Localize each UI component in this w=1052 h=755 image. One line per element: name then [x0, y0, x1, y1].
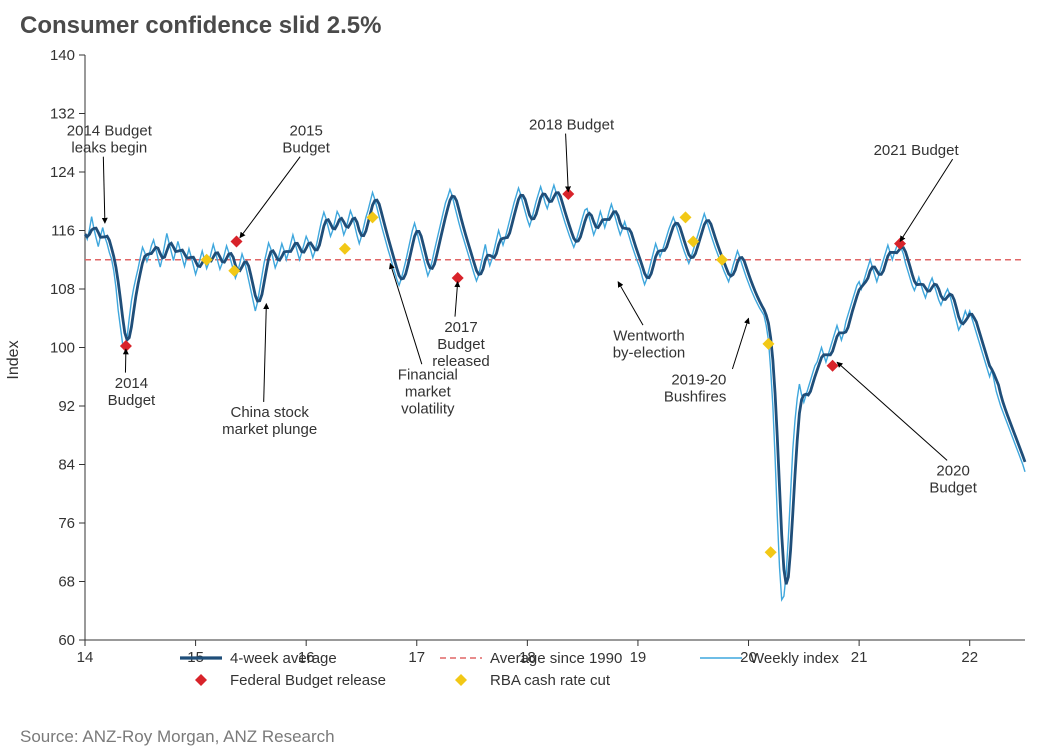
svg-text:84: 84 [58, 457, 75, 474]
svg-text:Bushfires: Bushfires [664, 388, 727, 405]
svg-text:116: 116 [51, 223, 75, 240]
svg-text:Budget: Budget [929, 480, 977, 497]
svg-text:market plunge: market plunge [222, 421, 317, 438]
marker-diamond [827, 360, 839, 372]
annotation: 2020Budget [837, 362, 978, 497]
svg-text:Budget: Budget [108, 392, 156, 409]
svg-text:market: market [405, 383, 452, 400]
svg-text:Budget: Budget [437, 336, 485, 353]
svg-text:124: 124 [50, 164, 75, 181]
y-axis-label: Index [5, 340, 23, 379]
svg-text:140: 140 [50, 47, 75, 64]
annotation: 2018 Budget [529, 117, 615, 192]
annotation: 2014 Budgetleaks begin [67, 123, 153, 223]
svg-text:2021 Budget: 2021 Budget [874, 142, 960, 159]
svg-text:2017: 2017 [444, 319, 477, 336]
svg-text:19: 19 [630, 649, 647, 666]
annotation: 2017Budgetreleased [432, 282, 490, 370]
annotation: 2021 Budget [874, 142, 960, 241]
annotation: 2015Budget [240, 123, 331, 238]
weekly-index-line [85, 185, 1025, 600]
svg-text:14: 14 [77, 649, 94, 666]
marker-diamond [339, 243, 351, 255]
svg-text:Average since 1990: Average since 1990 [490, 650, 622, 667]
svg-text:volatility: volatility [401, 400, 455, 417]
svg-text:2018 Budget: 2018 Budget [529, 117, 615, 134]
annotation: Wentworthby-election [613, 282, 686, 362]
svg-text:Weekly index: Weekly index [750, 650, 839, 667]
svg-text:2015: 2015 [289, 123, 322, 140]
svg-text:2019-20: 2019-20 [671, 371, 726, 388]
svg-text:2014 Budget: 2014 Budget [67, 123, 153, 140]
marker-diamond [679, 211, 691, 223]
svg-text:22: 22 [961, 649, 978, 666]
svg-text:2014: 2014 [115, 375, 148, 392]
svg-text:100: 100 [50, 340, 75, 357]
svg-text:60: 60 [58, 632, 75, 649]
marker-diamond [765, 546, 777, 558]
source-caption: Source: ANZ-Roy Morgan, ANZ Research [20, 727, 335, 747]
svg-text:21: 21 [851, 649, 868, 666]
four-week-avg-line [85, 193, 1025, 585]
annotation: China stockmarket plunge [222, 304, 317, 439]
svg-text:108: 108 [50, 281, 75, 298]
svg-text:by-election: by-election [613, 344, 686, 361]
annotation: 2014Budget [108, 349, 156, 409]
svg-text:4-week average: 4-week average [230, 650, 337, 667]
chart-title: Consumer confidence slid 2.5% [20, 12, 381, 40]
svg-text:Wentworth: Wentworth [613, 327, 684, 344]
svg-text:Budget: Budget [282, 140, 330, 157]
svg-text:17: 17 [408, 649, 425, 666]
svg-text:RBA cash rate cut: RBA cash rate cut [490, 672, 611, 689]
svg-text:Federal Budget release: Federal Budget release [230, 672, 386, 689]
svg-text:132: 132 [50, 106, 75, 123]
svg-text:76: 76 [58, 515, 75, 532]
consumer-confidence-chart: 6068768492100108116124132140141516171819… [0, 0, 1052, 720]
svg-text:92: 92 [58, 398, 75, 415]
svg-text:leaks begin: leaks begin [71, 140, 147, 157]
svg-text:China stock: China stock [230, 404, 309, 421]
svg-text:released: released [432, 353, 490, 370]
svg-text:2020: 2020 [936, 463, 969, 480]
svg-text:68: 68 [58, 574, 75, 591]
